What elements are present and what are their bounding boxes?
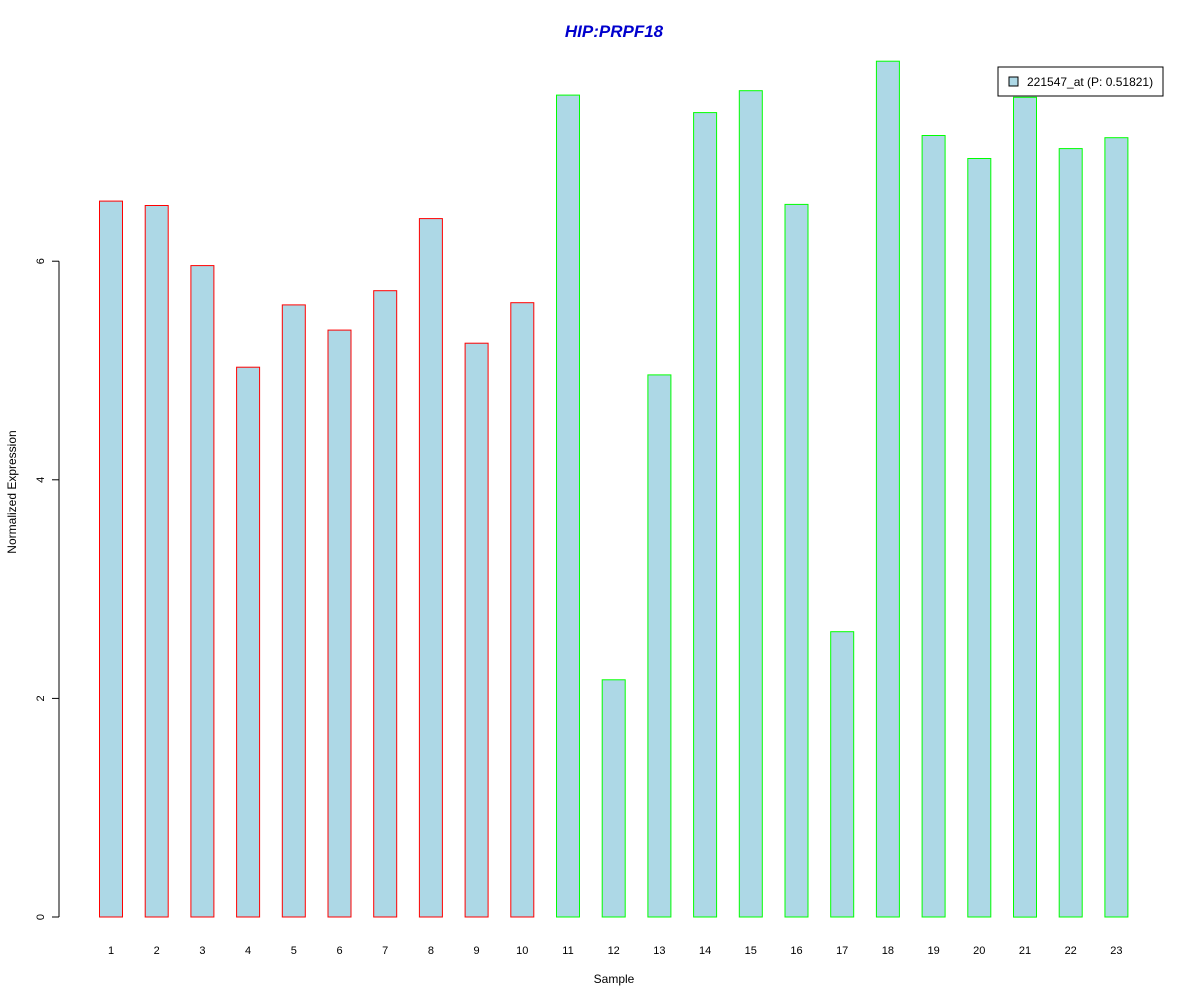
bar-sample-20 [967,158,992,918]
x-tick-label: 17 [836,945,848,957]
x-tick-labels: 1 2 3 4 5 6 7 8 9 10 11 12 13 14 15 16 17 18 19 20 21 22 23 [108,945,1123,957]
bar-sample-18 [875,60,900,918]
bar-sample-16 [784,203,809,918]
x-tick-label: 10 [516,945,528,957]
bar-sample-12 [601,679,626,918]
x-tick-label: 9 [474,945,480,957]
x-tick-label: 5 [291,945,297,957]
x-tick-label: 6 [336,945,342,957]
y-axis-label: Normalized Expression [5,430,19,553]
x-tick-label: 1 [108,945,114,957]
bar-sample-21 [1013,96,1037,918]
x-axis-label: Sample [594,972,635,986]
bar-sample-22 [1058,148,1083,918]
bar-sample-10 [510,302,535,918]
bar-sample-3 [190,265,215,918]
bar-sample-19 [921,135,946,918]
x-tick-label: 8 [428,945,434,957]
bar-sample-17 [830,631,855,918]
bar-sample-9 [464,342,489,918]
x-tick-label: 22 [1065,945,1077,957]
legend-label: 221547_at (P: 0.51821) [1027,75,1153,89]
x-tick-label: 7 [382,945,388,957]
bar-sample-6 [327,329,352,918]
y-tick-label: 2 [35,695,47,701]
legend-swatch [1008,76,1019,87]
x-tick-label: 2 [154,945,160,957]
x-tick-label: 12 [608,945,620,957]
x-tick-label: 4 [245,945,251,957]
x-tick-label: 16 [790,945,802,957]
bar-sample-14 [693,112,718,918]
bars-group [99,60,1129,918]
x-tick-label: 3 [199,945,205,957]
bar-sample-8 [418,218,443,918]
legend: 221547_at (P: 0.51821) [997,66,1164,97]
x-tick-label: 20 [973,945,985,957]
x-tick-label: 19 [927,945,939,957]
bar-sample-13 [647,374,672,918]
bar-sample-2 [144,205,169,918]
x-tick-label: 21 [1019,945,1031,957]
bar-sample-11 [556,94,580,918]
y-tick-label: 4 [35,477,47,483]
x-tick-label: 11 [562,945,573,957]
y-axis: 0 2 4 6 [35,258,60,920]
x-tick-label: 18 [882,945,894,957]
bar-sample-5 [281,304,306,918]
x-tick-label: 23 [1110,945,1122,957]
bar-sample-4 [236,366,261,918]
y-tick-label: 6 [35,258,47,264]
bar-sample-7 [373,290,398,918]
legend-box [997,66,1164,97]
y-tick-label: 0 [35,914,47,920]
x-tick-label: 15 [745,945,757,957]
x-tick-label: 13 [653,945,665,957]
bar-sample-1 [99,200,123,918]
x-tick-label: 14 [699,945,711,957]
bar-sample-23 [1104,137,1129,918]
bar-sample-15 [738,90,763,918]
chart-title: HIP:PRPF18 [565,22,664,41]
